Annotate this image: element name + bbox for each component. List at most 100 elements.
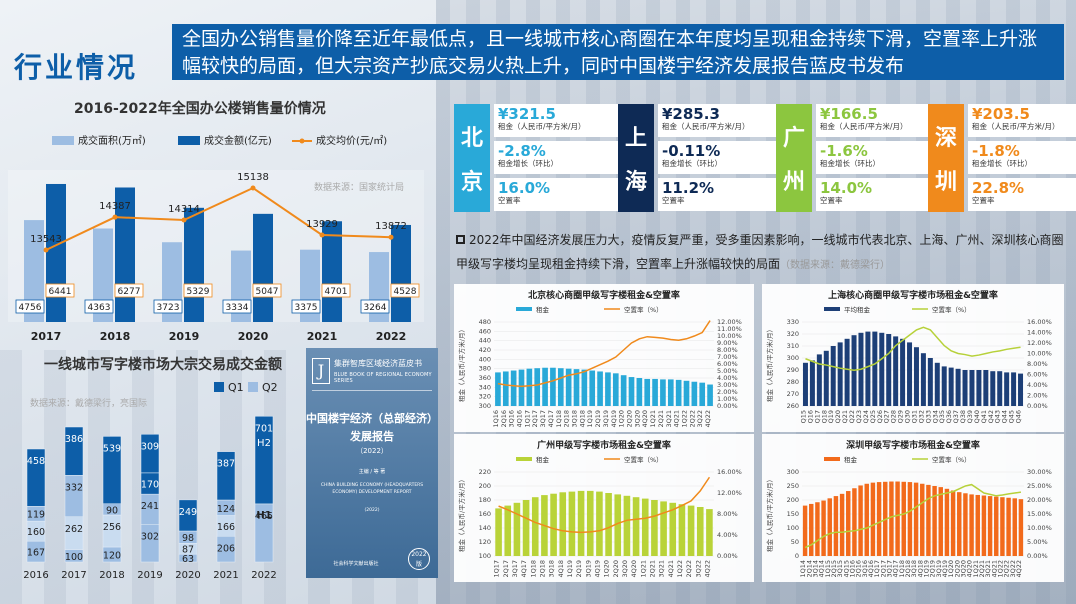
bulk-data-label: 309: [141, 441, 159, 452]
y2-tick-label: 10.00%: [717, 332, 742, 340]
rent-bar: [1018, 499, 1024, 556]
rent-bar: [652, 378, 658, 406]
y-tick-label: 300: [479, 402, 491, 410]
vacancy-line: [804, 483, 1022, 549]
y2-tick-label: 12.00%: [1027, 339, 1052, 347]
rent-bar: [504, 505, 512, 556]
legend-label-q2: Q2: [262, 381, 278, 394]
rent-bar: [969, 494, 974, 556]
x-tick-label: 3Q14: [811, 560, 819, 578]
bulk-data-label: 332: [65, 482, 83, 493]
x-tick-label: 2Q20: [953, 560, 961, 578]
bulk-data-label: 63: [182, 554, 194, 565]
rent-bar: [864, 483, 869, 556]
x-tick-label: 2Q22: [1003, 560, 1011, 578]
growth-value: -1.6%: [820, 142, 868, 160]
x-tick-label: 4Q19: [941, 560, 949, 578]
x-tick-label: Q38: [959, 410, 967, 423]
rent-bar: [948, 367, 954, 406]
vacancy-value: 14.0%: [820, 179, 873, 197]
cover-series-en: BLUE BOOK OF REGIONAL ECONOMY SERIES: [334, 372, 432, 384]
legend-swatch-rent: [516, 307, 532, 311]
legend-swatch-q1: [214, 382, 224, 392]
y2-tick-label: 20.00%: [1027, 496, 1052, 504]
city-name-shenzhen: 深 圳: [928, 104, 964, 212]
x-tick-label: 4Q19: [593, 560, 601, 578]
bulk-bar-segment: [140, 434, 160, 474]
section-title: 行业情况: [14, 51, 139, 84]
rent-bar: [522, 500, 530, 556]
rent-bar: [913, 347, 919, 406]
y-tick-label: 360: [479, 374, 491, 382]
rent-bar: [969, 370, 975, 406]
x-tick-label: 2Q19: [594, 410, 602, 428]
rent-bar: [612, 373, 619, 406]
rent-bar: [802, 505, 808, 556]
x-tick-label: 4Q18: [916, 560, 924, 578]
rent-bar: [944, 488, 950, 556]
y2-tick-label: 0.00%: [717, 402, 738, 410]
y-tick-label: 100: [479, 552, 491, 560]
rent-bar: [920, 483, 925, 556]
mini-chart-background: [454, 434, 754, 582]
rent-bar: [976, 370, 982, 406]
rent-bar: [605, 493, 612, 556]
x-tick-label: 1Q19: [586, 410, 594, 428]
x-tick-label: 3Q17: [539, 410, 547, 428]
legend-swatch-rent: [824, 457, 840, 461]
area-data-label: 3723: [157, 303, 180, 313]
y2-tick-label: 5.00%: [1027, 538, 1048, 546]
price-data-label: 14387: [99, 201, 131, 212]
price-point: [43, 247, 49, 253]
x-tick-label: Q39: [966, 410, 974, 423]
rent-bar: [559, 492, 567, 556]
y-tick-label: 200: [479, 482, 491, 490]
x-tick-label: Q16: [806, 410, 814, 423]
x-tick-label: Q23: [855, 410, 863, 423]
bulk-data-label: 98: [182, 533, 194, 544]
y-tick-label: 440: [479, 337, 491, 345]
rent-bar: [623, 495, 631, 556]
rent-bar: [913, 482, 919, 556]
x-tick-label: 2020: [238, 330, 269, 343]
rent-bar: [691, 381, 698, 406]
x-tick-label: Q18: [820, 410, 828, 423]
rent-bar: [990, 371, 996, 406]
rent-bar: [957, 492, 962, 556]
rent-bar: [870, 482, 876, 556]
rent-bar: [809, 360, 815, 406]
bulk-data-label: 249: [179, 507, 197, 518]
rent-bar: [907, 482, 913, 556]
rent-bar: [907, 342, 913, 406]
growth-label: 租金增长（环比）: [498, 159, 558, 168]
headline-banner: 全国办公销售量价降至近年最低点，且一线城市核心商圈在本年度均呈现租金持续下滑，空…: [172, 24, 1064, 80]
x-tick-label: 2019: [169, 330, 200, 343]
y2-tick-label: 6.00%: [1027, 371, 1048, 379]
x-tick-label: 2022: [376, 330, 407, 343]
rent-bar: [816, 354, 822, 406]
x-tick-label: 2Q20: [612, 560, 620, 578]
city-char: 北: [460, 126, 483, 151]
vacancy-value: 22.8%: [972, 179, 1025, 197]
y2-tick-label: 4.00%: [1027, 381, 1048, 389]
rent-bar: [821, 500, 826, 556]
rent-bar: [573, 369, 580, 406]
x-tick-label: 4Q14: [818, 560, 826, 578]
x-tick-label: 1Q19: [922, 560, 930, 578]
y-tick-label: 340: [479, 383, 491, 391]
vacancy-label: 空置率: [662, 196, 685, 205]
y-tick-label: 0: [795, 552, 799, 560]
x-tick-label: 2Q15: [830, 560, 838, 578]
rent-bar: [632, 497, 640, 556]
rent-bar: [495, 508, 502, 556]
y-tick-label: 320: [787, 330, 799, 338]
x-tick-label: 4Q17: [547, 410, 555, 428]
y-tick-label: 290: [787, 366, 799, 374]
rent-metric: ¥203.5 租金（人民币/平方米/月）: [968, 104, 1076, 137]
area-bar: [24, 220, 44, 322]
bulk-data-label: 90: [106, 505, 118, 516]
rent-bar: [614, 494, 622, 556]
rent-bar: [934, 362, 940, 406]
bulk-data-label: 100: [65, 552, 83, 563]
